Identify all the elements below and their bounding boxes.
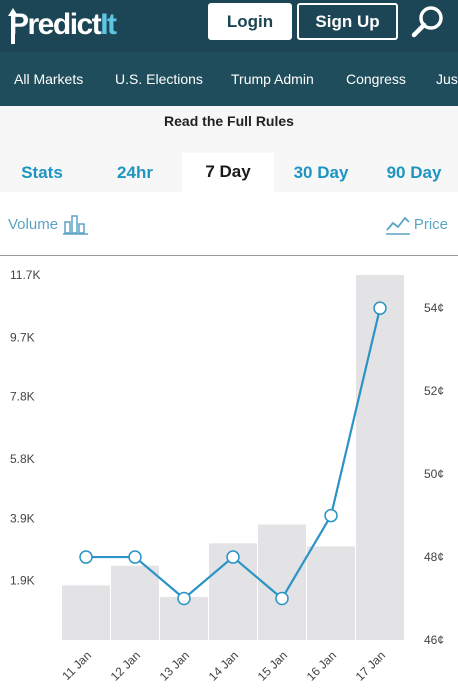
price-tick-label: 48¢ xyxy=(424,550,444,564)
nav-trump-admin[interactable]: Trump Admin xyxy=(231,71,314,87)
line-chart-icon xyxy=(385,216,410,235)
date-tick-label: 11 Jan xyxy=(59,648,94,683)
predictit-logo[interactable]: Predict It xyxy=(8,6,117,44)
volume-tick-label: 11.7K xyxy=(10,268,40,282)
login-button[interactable]: Login xyxy=(208,3,292,40)
price-point xyxy=(373,301,387,315)
price-tick-label: 54¢ xyxy=(424,301,444,315)
nav-all-markets[interactable]: All Markets xyxy=(14,71,84,87)
volume-label: Volume xyxy=(8,215,59,233)
price-point xyxy=(324,508,338,523)
tab-7-day[interactable]: 7 Day xyxy=(182,153,274,192)
logo-arrow-icon xyxy=(8,8,18,44)
volume-toggle[interactable]: Volume xyxy=(8,212,90,236)
date-tick-label: 16 Jan xyxy=(304,648,339,683)
date-tick-label: 14 Jan xyxy=(206,648,241,683)
nav-us-elections[interactable]: U.S. Elections xyxy=(115,71,203,87)
market-nav: All Markets U.S. Elections Trump Admin C… xyxy=(0,52,458,106)
date-tick-label: 15 Jan xyxy=(255,648,290,683)
rules-bar: Read the Full Rules xyxy=(0,106,458,139)
price-point xyxy=(226,550,240,564)
logo-accent-text: It xyxy=(100,8,117,41)
search-icon[interactable] xyxy=(410,4,446,40)
chart-legend: Volume Price xyxy=(0,192,458,256)
date-tick-label: 13 Jan xyxy=(157,648,192,683)
volume-tick-label: 3.9K xyxy=(10,511,35,525)
volume-bar xyxy=(111,565,159,640)
volume-tick-label: 7.8K xyxy=(10,390,35,404)
price-tick-label: 52¢ xyxy=(424,384,444,398)
price-tick-label: 50¢ xyxy=(424,467,444,481)
period-tabs: Stats 24hr 7 Day 30 Day 90 Day xyxy=(0,139,458,192)
nav-justice[interactable]: Jus xyxy=(436,71,458,87)
volume-bar xyxy=(62,585,110,640)
sign-up-button[interactable]: Sign Up xyxy=(297,3,398,40)
volume-tick-label: 1.9K xyxy=(10,574,35,588)
price-point xyxy=(275,591,289,606)
volume-tick-label: 5.8K xyxy=(10,452,35,466)
nav-congress[interactable]: Congress xyxy=(346,71,406,87)
price-tick-label: 46¢ xyxy=(424,633,444,647)
volume-bar xyxy=(258,524,306,640)
price-toggle[interactable]: Price xyxy=(385,212,448,236)
volume-bar xyxy=(307,546,355,640)
volume-tick-label: 9.7K xyxy=(10,330,35,344)
logo-text: Predict xyxy=(9,8,102,41)
price-label: Price xyxy=(413,215,448,233)
price-point xyxy=(79,550,93,564)
price-point xyxy=(177,591,191,606)
price-point xyxy=(128,550,142,564)
read-full-rules-link[interactable]: Read the Full Rules xyxy=(164,113,294,129)
volume-price-chart: 11.7K 9.7K 7.8K 5.8K 3.9K 1.9K 54¢ 52¢ 50¢ 48¢ 46¢… xyxy=(10,268,444,684)
tab-90-day[interactable]: 90 Day xyxy=(386,163,442,182)
volume-bar xyxy=(356,275,404,640)
tab-30-day[interactable]: 30 Day xyxy=(293,163,349,182)
date-tick-label: 12 Jan xyxy=(108,648,143,683)
tab-24hr[interactable]: 24hr xyxy=(117,163,153,182)
bar-chart-icon xyxy=(63,215,89,235)
top-header: Predict It Login Sign Up xyxy=(0,0,458,52)
date-tick-label: 17 Jan xyxy=(353,648,388,683)
tab-stats[interactable]: Stats xyxy=(21,163,63,182)
